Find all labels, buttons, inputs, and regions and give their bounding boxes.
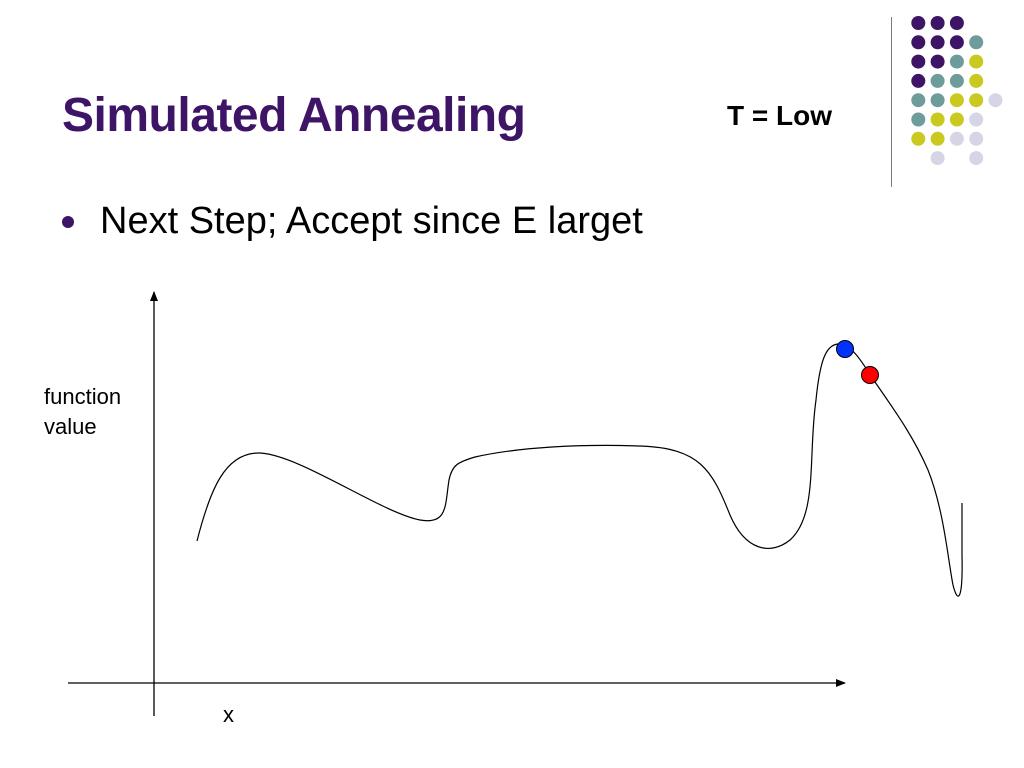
x-axis-label: x [223, 702, 234, 727]
header-divider [891, 17, 892, 187]
y-axis-label: function value [44, 382, 154, 442]
current-state-marker [836, 340, 854, 358]
bullet-text: Next Step; Accept since E larget [100, 200, 643, 242]
slide-title: Simulated Annealing [62, 89, 526, 142]
next-state-marker [861, 366, 879, 384]
y-axis-label-line1: function [44, 384, 122, 409]
function-curve [196, 343, 963, 597]
temperature-label: T = Low [727, 100, 832, 131]
y-axis-label-line2: value [44, 414, 97, 439]
bullet-icon [62, 215, 74, 228]
bullet-item: Next Step; Accept since E larget [62, 200, 643, 243]
